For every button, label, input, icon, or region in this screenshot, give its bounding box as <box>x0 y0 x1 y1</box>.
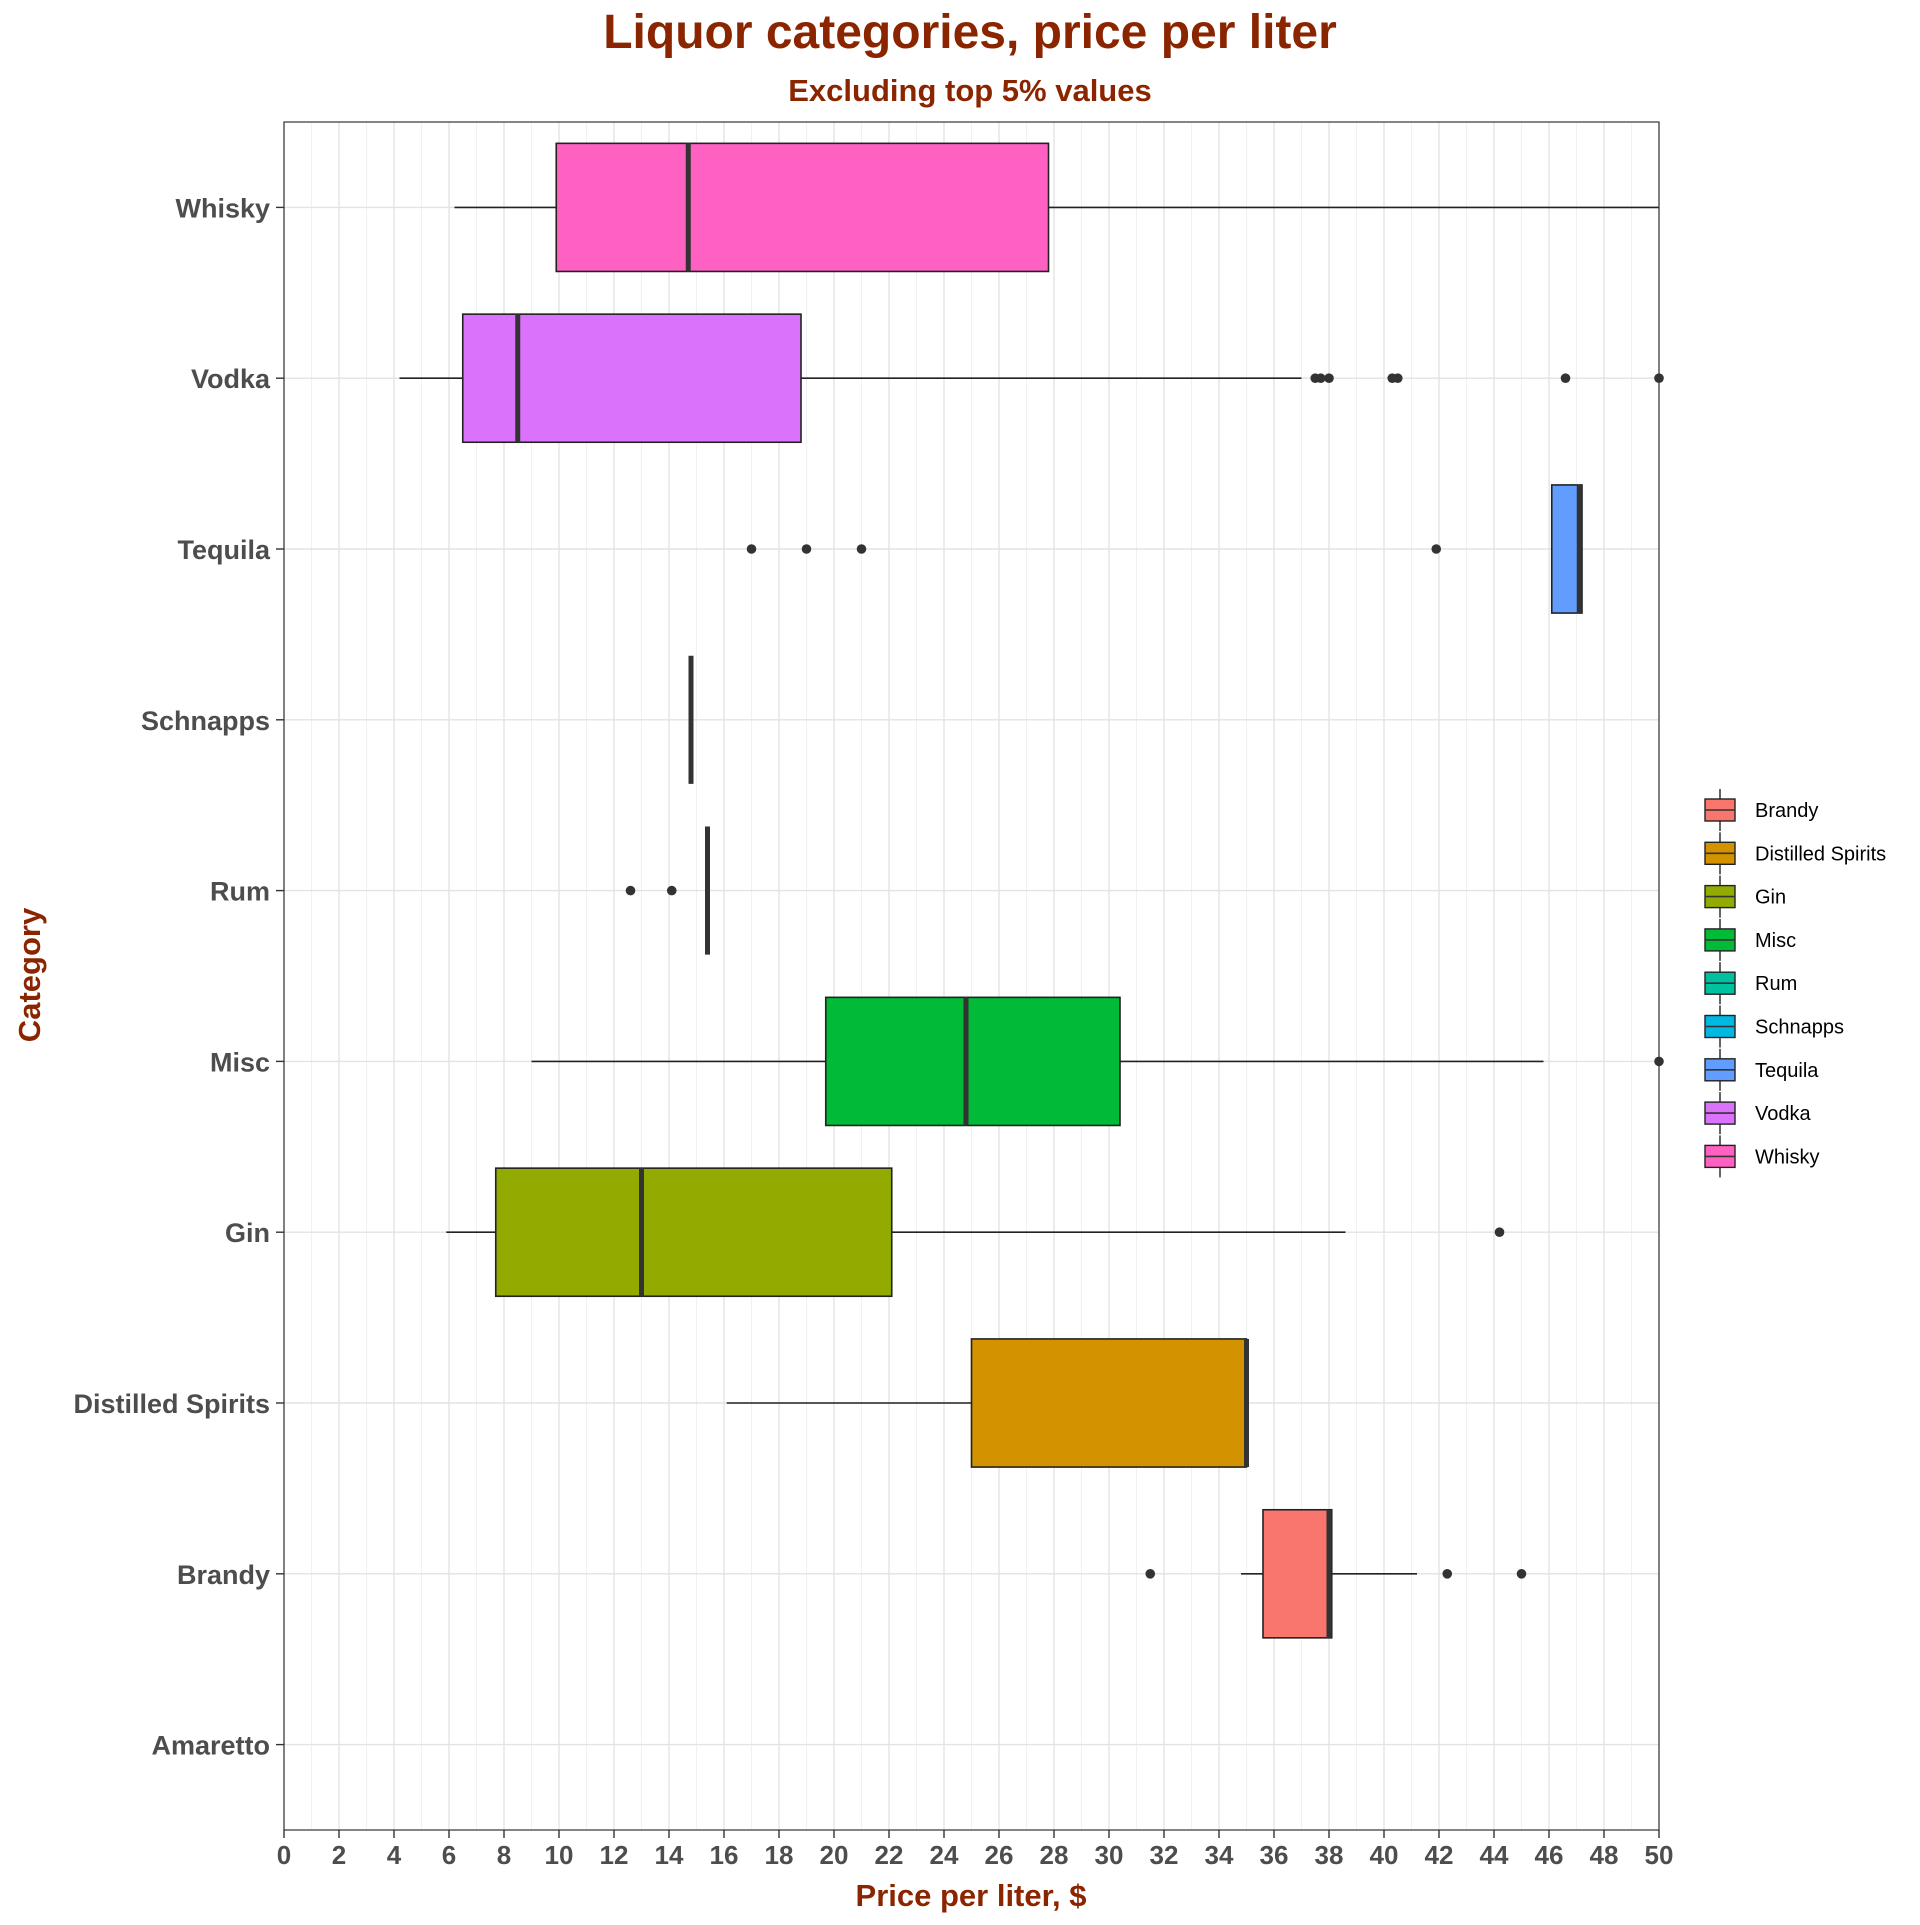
x-tick-label: 6 <box>442 1840 456 1870</box>
y-tick-label: Vodka <box>191 364 271 394</box>
x-tick-label: 42 <box>1425 1840 1454 1870</box>
x-tick-label: 12 <box>600 1840 629 1870</box>
outlier-point <box>1494 1227 1505 1237</box>
outlier-point <box>1431 544 1442 554</box>
axis-layer: Amaretto Brandy Distilled Spirits Gin Misc Ru… <box>73 193 1673 1870</box>
chart-subtitle: Excluding top 5% values <box>788 73 1151 108</box>
y-tick-label: Amaretto <box>151 1731 270 1761</box>
x-tick-label: 2 <box>332 1840 346 1870</box>
x-tick-label: 26 <box>985 1840 1014 1870</box>
x-tick-label: 50 <box>1645 1840 1674 1870</box>
x-tick-label: 34 <box>1205 1840 1234 1870</box>
legend-label: Vodka <box>1755 1103 1811 1125</box>
box-tequila <box>746 484 1583 614</box>
legend-entry-gin: Gin <box>1704 875 1786 918</box>
legend-entry-brandy: Brandy <box>1704 789 1818 831</box>
outlier-point <box>746 544 757 554</box>
legend-label: Brandy <box>1755 800 1818 822</box>
y-axis-label: Category <box>12 907 47 1042</box>
x-tick-label: 10 <box>545 1840 574 1870</box>
y-tick-label: Whisky <box>175 193 270 223</box>
y-tick-label: Misc <box>210 1047 270 1077</box>
x-tick-label: 46 <box>1535 1840 1564 1870</box>
x-tick-label: 28 <box>1040 1840 1069 1870</box>
iqr-box <box>461 313 802 444</box>
y-tick-label: Tequila <box>177 535 270 565</box>
x-tick-label: 32 <box>1150 1840 1179 1870</box>
legend-label: Gin <box>1755 887 1786 909</box>
iqr-box <box>970 1338 1248 1468</box>
x-tick-label: 0 <box>277 1840 291 1870</box>
legend-entry-vodka: Vodka <box>1704 1092 1811 1135</box>
outlier-point <box>801 544 812 554</box>
y-tick-label: Rum <box>210 877 270 907</box>
x-tick-label: 4 <box>387 1840 402 1870</box>
outlier-point <box>1315 373 1326 384</box>
legend-entry-rum: Rum <box>1704 962 1797 1005</box>
x-tick-label: 20 <box>820 1840 849 1870</box>
legend: Brandy Distilled Spirits Gin Misc Rum Schnapp… <box>1704 789 1886 1178</box>
legend-label: Tequila <box>1755 1060 1819 1082</box>
x-tick-label: 14 <box>655 1840 684 1870</box>
legend-entry-tequila: Tequila <box>1704 1048 1819 1091</box>
legend-label: Misc <box>1755 930 1796 952</box>
box-rum <box>625 826 710 955</box>
x-tick-label: 38 <box>1315 1840 1344 1870</box>
y-tick-label: Brandy <box>177 1560 270 1590</box>
legend-entry-whisky: Whisky <box>1704 1135 1819 1178</box>
x-tick-label: 30 <box>1095 1840 1124 1870</box>
legend-label: Rum <box>1755 973 1797 995</box>
outlier-point <box>1392 373 1403 384</box>
y-tick-label: Schnapps <box>141 706 270 736</box>
outlier-point <box>856 544 867 554</box>
y-tick-label: Distilled Spirits <box>73 1389 270 1419</box>
outlier-point <box>666 885 677 896</box>
box-distilled-spirits <box>726 1338 1249 1468</box>
outlier-point <box>1442 1569 1453 1579</box>
box-gin <box>446 1167 1505 1298</box>
box-misc <box>531 996 1664 1127</box>
outlier-point <box>1145 1569 1156 1579</box>
x-tick-label: 22 <box>875 1840 904 1870</box>
outlier-point <box>1560 373 1571 384</box>
x-tick-label: 8 <box>497 1840 511 1870</box>
legend-label: Distilled Spirits <box>1755 843 1886 865</box>
legend-entry-schnapps: Schnapps <box>1704 1005 1844 1048</box>
box-layer <box>399 142 1664 1639</box>
box-vodka <box>399 313 1664 444</box>
box-brandy <box>1145 1508 1527 1639</box>
box-whisky <box>454 142 1659 273</box>
legend-label: Whisky <box>1755 1146 1819 1168</box>
y-tick-label: Gin <box>225 1218 270 1248</box>
iqr-box <box>494 1167 893 1298</box>
x-tick-label: 16 <box>710 1840 739 1870</box>
legend-label: Schnapps <box>1755 1017 1844 1039</box>
x-tick-label: 40 <box>1370 1840 1399 1870</box>
x-tick-label: 36 <box>1260 1840 1289 1870</box>
iqr-box <box>555 142 1050 273</box>
outlier-point <box>1516 1569 1527 1579</box>
outlier-point <box>625 885 636 896</box>
legend-entry-distilled-spirits: Distilled Spirits <box>1704 832 1886 875</box>
x-tick-label: 24 <box>930 1840 959 1870</box>
x-tick-label: 44 <box>1480 1840 1509 1870</box>
iqr-box <box>1262 1508 1333 1639</box>
x-axis-label: Price per liter, $ <box>856 1878 1087 1913</box>
iqr-box <box>824 996 1121 1127</box>
x-tick-label: 48 <box>1590 1840 1619 1870</box>
chart-title: Liquor categories, price per liter <box>603 6 1337 59</box>
x-tick-label: 18 <box>765 1840 794 1870</box>
plot-border <box>283 121 1660 1831</box>
legend-entry-misc: Misc <box>1704 918 1796 961</box>
outlier-point <box>1324 373 1334 384</box>
